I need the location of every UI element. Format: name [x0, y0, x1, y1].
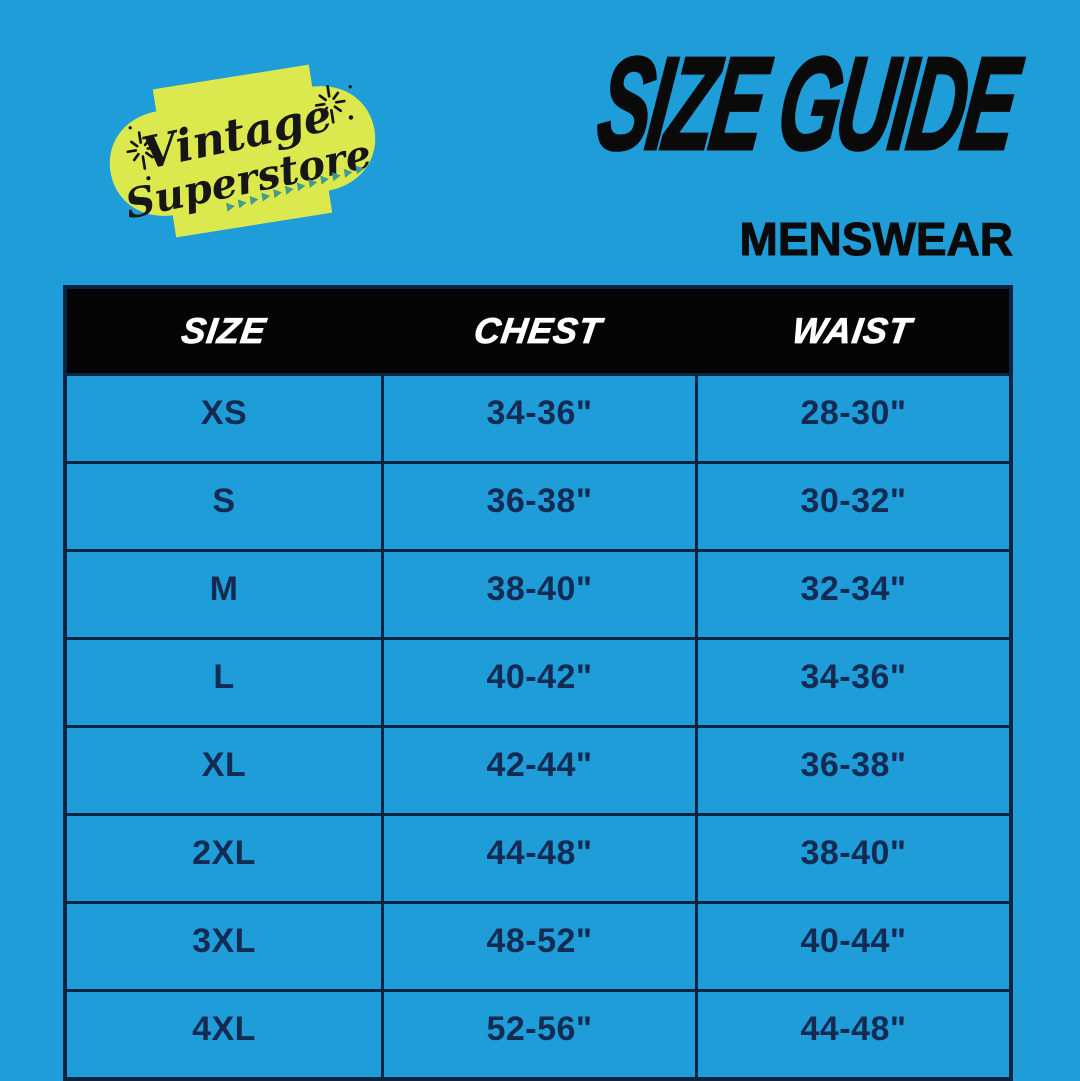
cell-waist: 30-32"	[695, 464, 1009, 549]
sparkle-icon	[314, 84, 346, 124]
cell-size: 3XL	[192, 922, 256, 960]
page-subtitle: MENSWEAR	[739, 213, 1013, 266]
table-row: XS 34-36" 28-30"	[67, 373, 1009, 461]
column-header-size: SIZE	[179, 310, 270, 352]
cell-size: S	[212, 482, 236, 520]
cell-chest: 34-36"	[381, 376, 695, 461]
cell-size: 4XL	[192, 1010, 256, 1048]
cell-waist: 36-38"	[695, 728, 1009, 813]
cell-waist: 38-40"	[695, 816, 1009, 901]
cell-chest: 48-52"	[381, 904, 695, 989]
cell-chest: 52-56"	[381, 992, 695, 1077]
brand-badge-graphic: Vintage Superstore	[109, 64, 376, 238]
sparkle-dot	[128, 126, 132, 130]
table-row: S 36-38" 30-32"	[67, 461, 1009, 549]
page-title: SIZE GUIDE	[589, 29, 1025, 178]
cell-size: M	[209, 570, 239, 608]
arrow-row-icon	[226, 165, 365, 212]
cell-waist: 44-48"	[695, 992, 1009, 1077]
cell-size: 2XL	[192, 834, 256, 872]
sparkle-dot	[348, 115, 354, 120]
table-row: 4XL 52-56" 44-48"	[67, 989, 1009, 1077]
sparkle-icon	[126, 131, 158, 170]
table-row: 2XL 44-48" 38-40"	[67, 813, 1009, 901]
cell-waist: 28-30"	[695, 376, 1009, 461]
sparkle-dot	[348, 85, 352, 89]
column-header-waist: WAIST	[789, 310, 915, 352]
sparkle-dot	[146, 176, 151, 181]
cell-size: XS	[200, 394, 248, 432]
table-row: XL 42-44" 36-38"	[67, 725, 1009, 813]
column-header-chest: CHEST	[471, 310, 605, 352]
table-row: 3XL 48-52" 40-44"	[67, 901, 1009, 989]
cell-waist: 32-34"	[695, 552, 1009, 637]
cell-chest: 40-42"	[381, 640, 695, 725]
table-row: L 40-42" 34-36"	[67, 637, 1009, 725]
cell-waist: 40-44"	[695, 904, 1009, 989]
cell-size: XL	[201, 746, 247, 784]
cell-chest: 44-48"	[381, 816, 695, 901]
cell-chest: 36-38"	[381, 464, 695, 549]
brand-badge: Vintage Superstore	[89, 49, 396, 254]
cell-size: L	[213, 658, 235, 696]
size-table: SIZE CHEST WAIST XS 34-36" 28-30" S 36-3…	[63, 285, 1013, 1081]
table-header-row: SIZE CHEST WAIST	[67, 289, 1009, 373]
cell-chest: 42-44"	[381, 728, 695, 813]
cell-chest: 38-40"	[381, 552, 695, 637]
badge-shape	[109, 64, 376, 238]
cell-waist: 34-36"	[695, 640, 1009, 725]
table-row: M 38-40" 32-34"	[67, 549, 1009, 637]
